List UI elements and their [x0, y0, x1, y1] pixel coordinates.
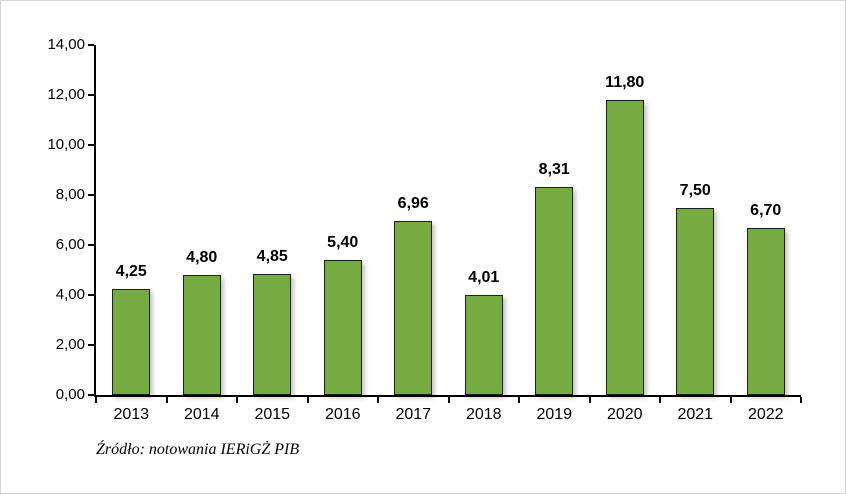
x-axis-tick-mark: [236, 397, 238, 403]
bar-2022: [746, 227, 785, 395]
x-axis-tick-mark: [659, 397, 661, 403]
x-axis-tick-mark: [306, 397, 309, 403]
x-axis-category-label: 2014: [183, 406, 220, 423]
bar-value-label: 7,50: [679, 181, 711, 199]
plot-area: [94, 45, 801, 397]
bar-value-label: 11,80: [605, 74, 645, 91]
y-axis-tick-label: 14,00: [47, 36, 85, 53]
bar-value-label: 6,70: [750, 201, 782, 219]
y-axis-tick-label: 6,00: [55, 236, 85, 253]
x-axis-category-label: 2015: [254, 406, 291, 423]
bar-2021: [676, 207, 715, 395]
x-axis-tick-mark: [800, 397, 802, 403]
x-axis-tick-mark: [518, 397, 520, 403]
y-axis-tick-label: 8,00: [55, 186, 85, 203]
bar-value-label: 4,85: [256, 247, 288, 265]
y-axis-tick-label: 2,00: [55, 336, 85, 353]
y-axis-tick-label: 10,00: [47, 136, 85, 153]
x-axis-category-label: 2016: [324, 406, 361, 423]
x-axis-category-label: 2018: [465, 406, 502, 423]
source-note: Źródło: notowania IERiGŻ PIB: [96, 441, 300, 458]
x-axis-tick-mark: [95, 397, 97, 403]
x-axis-category-label: 2017: [395, 406, 432, 423]
x-axis-category-label: 2019: [536, 406, 573, 423]
y-axis-tick-mark: [88, 94, 94, 96]
y-axis-tick-mark: [88, 244, 94, 246]
y-axis-tick-mark: [88, 294, 94, 296]
bar-2015: [253, 273, 292, 395]
y-axis-tick-mark: [88, 194, 94, 196]
bar-2014: [182, 275, 221, 395]
bar-value-label: 4,25: [115, 262, 147, 280]
bar-2013: [112, 288, 151, 395]
x-axis-category-label: 2022: [747, 406, 784, 423]
bar-value-label: 6,96: [397, 195, 429, 212]
x-axis-tick-mark: [377, 397, 379, 403]
y-axis-tick-label: 0,00: [55, 386, 85, 403]
x-axis-category-label: 2013: [113, 406, 150, 423]
x-axis-tick-mark: [447, 397, 450, 403]
y-axis-tick-label: 12,00: [47, 86, 85, 103]
bar-value-label: 4,01: [468, 268, 500, 286]
bar-2020: [605, 100, 644, 395]
x-axis-category-label: 2021: [677, 406, 714, 423]
y-axis-tick-mark: [88, 394, 94, 396]
bar-2016: [323, 260, 362, 395]
bar-value-label: 8,31: [538, 161, 570, 179]
y-axis-tick-label: 4,00: [55, 286, 85, 303]
bar-2019: [535, 187, 574, 395]
x-axis-tick-mark: [729, 397, 732, 403]
y-axis-tick-mark: [88, 144, 94, 146]
x-axis-tick-mark: [588, 397, 591, 403]
y-axis-tick-mark: [88, 344, 94, 346]
y-axis-tick-mark: [88, 44, 94, 46]
x-axis-tick-mark: [165, 397, 168, 403]
bar-value-label: 5,40: [327, 234, 359, 251]
bar-2017: [394, 221, 433, 395]
bar-value-label: 4,80: [186, 249, 218, 266]
x-axis-category-label: 2020: [606, 406, 643, 423]
bar-2018: [464, 294, 503, 395]
